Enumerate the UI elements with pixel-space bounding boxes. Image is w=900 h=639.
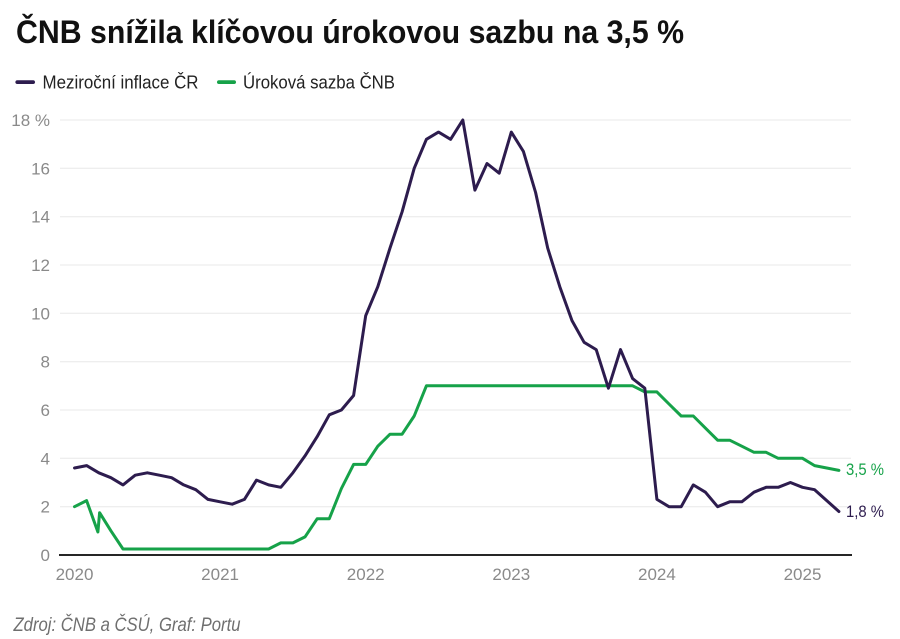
svg-text:2022: 2022 xyxy=(347,565,385,584)
svg-text:18 %: 18 % xyxy=(11,111,50,130)
svg-text:6: 6 xyxy=(41,401,50,420)
svg-text:0: 0 xyxy=(41,546,50,565)
svg-text:4: 4 xyxy=(41,449,50,468)
svg-text:Úroková sazba ČNB: Úroková sazba ČNB xyxy=(243,72,395,93)
svg-text:1,8 %: 1,8 % xyxy=(846,502,884,521)
svg-text:2: 2 xyxy=(41,498,50,517)
svg-text:10: 10 xyxy=(31,304,50,323)
svg-text:Meziroční inflace ČR: Meziroční inflace ČR xyxy=(43,72,199,93)
svg-text:2020: 2020 xyxy=(56,565,94,584)
svg-text:2024: 2024 xyxy=(638,565,676,584)
svg-text:2023: 2023 xyxy=(492,565,530,584)
svg-text:2025: 2025 xyxy=(784,565,822,584)
svg-text:12: 12 xyxy=(31,256,50,275)
svg-text:ČNB snížila klíčovou úrokovou: ČNB snížila klíčovou úrokovou sazbu na 3… xyxy=(16,14,684,50)
svg-text:3,5 %: 3,5 % xyxy=(846,460,884,479)
svg-text:14: 14 xyxy=(31,208,50,227)
svg-text:8: 8 xyxy=(41,353,50,372)
svg-text:2021: 2021 xyxy=(201,565,239,584)
svg-text:Zdroj: ČNB a ČSÚ, Graf: Portu: Zdroj: ČNB a ČSÚ, Graf: Portu xyxy=(13,613,241,636)
svg-text:16: 16 xyxy=(31,159,50,178)
